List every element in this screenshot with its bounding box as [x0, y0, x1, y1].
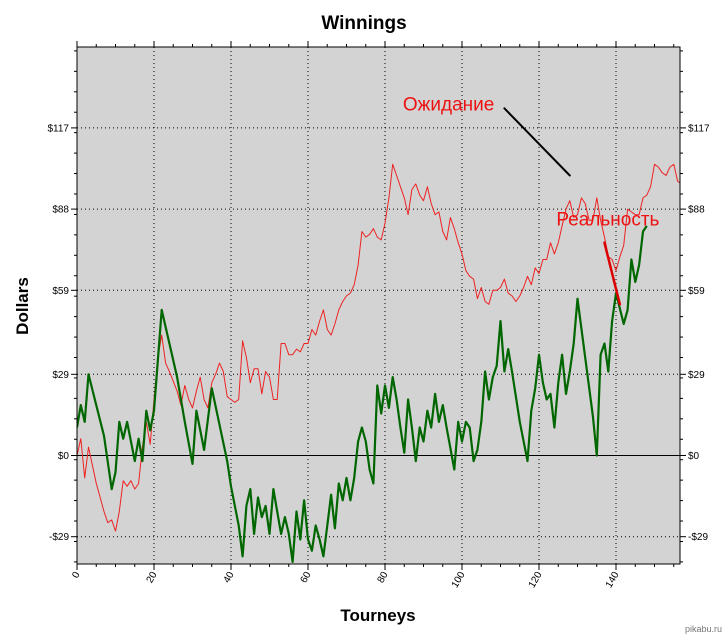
plot-border [76, 46, 681, 565]
chart-title: Winnings [321, 13, 406, 34]
series-lines [77, 163, 680, 564]
x-tick-label: 140 [604, 570, 622, 590]
y-tick-label-right: -$29 [688, 532, 708, 543]
y-tick-label-right: $88 [688, 205, 705, 216]
x-tick-label: 0 [70, 570, 83, 581]
annotation-label: Реальность [556, 210, 659, 231]
x-tick-label: 60 [299, 570, 314, 586]
x-tick-label: 40 [222, 570, 237, 586]
y-tick-label-right: $117 [688, 123, 710, 134]
annotations: Ожидание Реальность [403, 94, 660, 306]
annotation-label: Ожидание [403, 94, 494, 115]
y-tick-label-right: $29 [688, 370, 705, 381]
y-tick-label: $29 [52, 370, 69, 381]
y-tick-label: $0 [58, 451, 70, 462]
watermark: pikabu.ru [685, 624, 722, 634]
y-tick-label-right: $59 [688, 286, 705, 297]
y-tick-label: $88 [52, 205, 69, 216]
x-tick-label: 100 [450, 570, 468, 590]
series-line-green [77, 225, 648, 564]
x-tick-label: 120 [527, 570, 545, 590]
series-line-red [77, 163, 680, 532]
y-tick-label-right: $0 [688, 451, 700, 462]
y-tick-label: $59 [52, 286, 69, 297]
annotation-arrow [503, 107, 571, 177]
x-tick-label: 20 [145, 570, 160, 586]
y-tick-label: $117 [47, 123, 69, 134]
annotation-arrow [603, 241, 622, 306]
x-axis-label: Tourneys [340, 606, 415, 625]
y-tick-label: -$29 [49, 532, 69, 543]
x-tick-label: 80 [376, 570, 391, 586]
plot-area [77, 47, 680, 564]
y-axis-label: Dollars [13, 277, 32, 335]
